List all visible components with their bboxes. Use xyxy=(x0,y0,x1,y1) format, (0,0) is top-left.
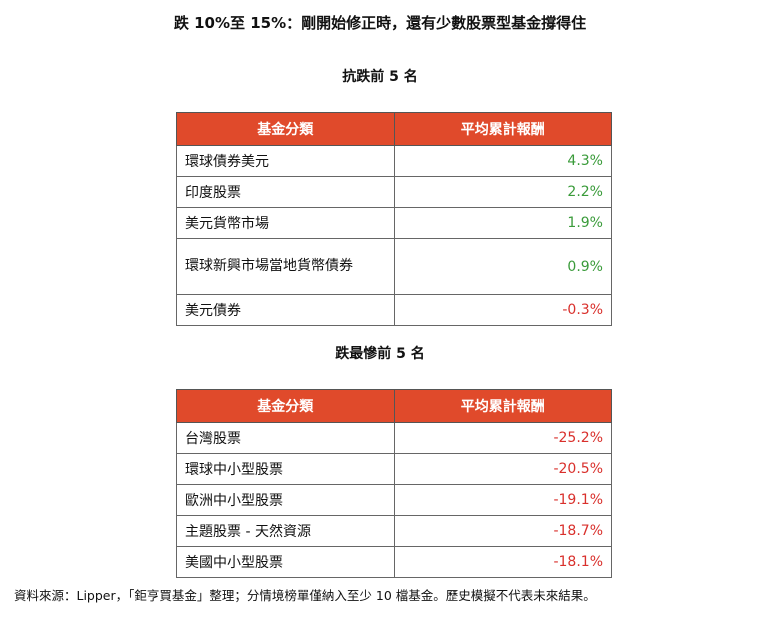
fund-category: 印度股票 xyxy=(176,176,395,208)
average-return: -25.2% xyxy=(393,422,612,454)
average-return: -20.5% xyxy=(393,453,612,485)
fund-category: 歐洲中小型股票 xyxy=(176,484,395,516)
average-return: 4.3% xyxy=(393,145,612,177)
fund-category: 主題股票 - 天然資源 xyxy=(176,515,395,547)
top5-subtitle: 抗跌前 5 名 xyxy=(342,69,418,85)
fund-category: 美元債券 xyxy=(176,294,395,326)
source-note: 資料來源：Lipper，「鉅亨買基金」整理；分情境榜單僅納入至少 10 檔基金。… xyxy=(14,588,596,603)
average-return: -18.7% xyxy=(393,515,612,547)
table-row: 印度股票 2.2% xyxy=(176,176,612,208)
average-return: 2.2% xyxy=(393,176,612,208)
fund-category: 環球新興市場當地貨幣債券 xyxy=(176,238,395,295)
fund-category: 環球債券美元 xyxy=(176,145,395,177)
column-header-category: 基金分類 xyxy=(176,112,395,146)
page-title: 跌 10%至 15%：剛開始修正時，還有少數股票型基金撐得住 xyxy=(173,14,587,32)
average-return: -0.3% xyxy=(393,294,612,326)
column-header-return: 平均累計報酬 xyxy=(393,112,612,146)
fund-category: 美元貨幣市場 xyxy=(176,207,395,239)
fund-category: 環球中小型股票 xyxy=(176,453,395,485)
table-header-row: 基金分類 平均累計報酬 xyxy=(176,389,612,423)
column-header-return: 平均累計報酬 xyxy=(393,389,612,423)
table-row: 環球中小型股票 -20.5% xyxy=(176,453,612,485)
table-row: 美國中小型股票 -18.1% xyxy=(176,546,612,578)
table-row: 環球新興市場當地貨幣債券 0.9% xyxy=(176,238,612,295)
top5-table: 基金分類 平均累計報酬 環球債券美元 4.3% 印度股票 2.2% 美元貨幣市場… xyxy=(176,112,612,326)
fund-category: 台灣股票 xyxy=(176,422,395,454)
table-row: 台灣股票 -25.2% xyxy=(176,422,612,454)
average-return: -19.1% xyxy=(393,484,612,516)
bottom5-subtitle: 跌最慘前 5 名 xyxy=(335,346,425,362)
table-row: 歐洲中小型股票 -19.1% xyxy=(176,484,612,516)
average-return: 1.9% xyxy=(393,207,612,239)
table-row: 環球債券美元 4.3% xyxy=(176,145,612,177)
table-row: 美元貨幣市場 1.9% xyxy=(176,207,612,239)
table-row: 美元債券 -0.3% xyxy=(176,294,612,326)
table-row: 主題股票 - 天然資源 -18.7% xyxy=(176,515,612,547)
column-header-category: 基金分類 xyxy=(176,389,395,423)
average-return: 0.9% xyxy=(393,238,612,295)
bottom5-table: 基金分類 平均累計報酬 台灣股票 -25.2% 環球中小型股票 -20.5% 歐… xyxy=(176,389,612,578)
fund-category: 美國中小型股票 xyxy=(176,546,395,578)
average-return: -18.1% xyxy=(393,546,612,578)
table-header-row: 基金分類 平均累計報酬 xyxy=(176,112,612,146)
